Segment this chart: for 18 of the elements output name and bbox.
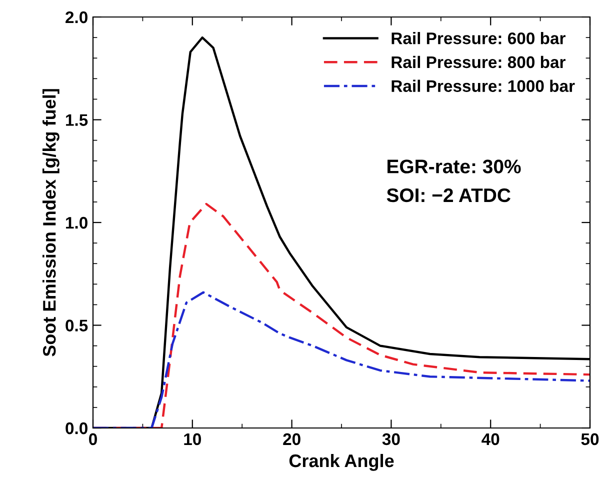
y-tick-label: 1.5	[66, 114, 88, 126]
x-tick-label: 30	[382, 433, 400, 446]
x-tick-label: 40	[482, 433, 500, 446]
y-tick-label: 0.0	[66, 422, 88, 434]
y-tick-label: 0.5	[66, 320, 88, 332]
y-axis-title: Soot Emission Index [g/kg fuel]	[42, 89, 60, 356]
x-axis-title: Crank Angle	[289, 454, 394, 471]
legend-label: Rail Pressure: 800 bar	[392, 56, 566, 68]
x-tick-label: 50	[581, 433, 599, 446]
x-tick-label: 20	[283, 433, 300, 446]
legend-label: Rail Pressure: 1000 bar	[392, 80, 575, 92]
y-tick-label: 1.0	[66, 216, 88, 229]
annotation: EGR-rate: 30%	[388, 160, 521, 174]
legend-label: Rail Pressure: 600 bar	[392, 32, 566, 44]
x-tick-label: 10	[184, 433, 201, 446]
y-tick-label: 2.0	[66, 11, 88, 24]
x-tick-label: 0	[89, 433, 97, 446]
annotation: SOI: −2 ATDC	[386, 188, 510, 202]
